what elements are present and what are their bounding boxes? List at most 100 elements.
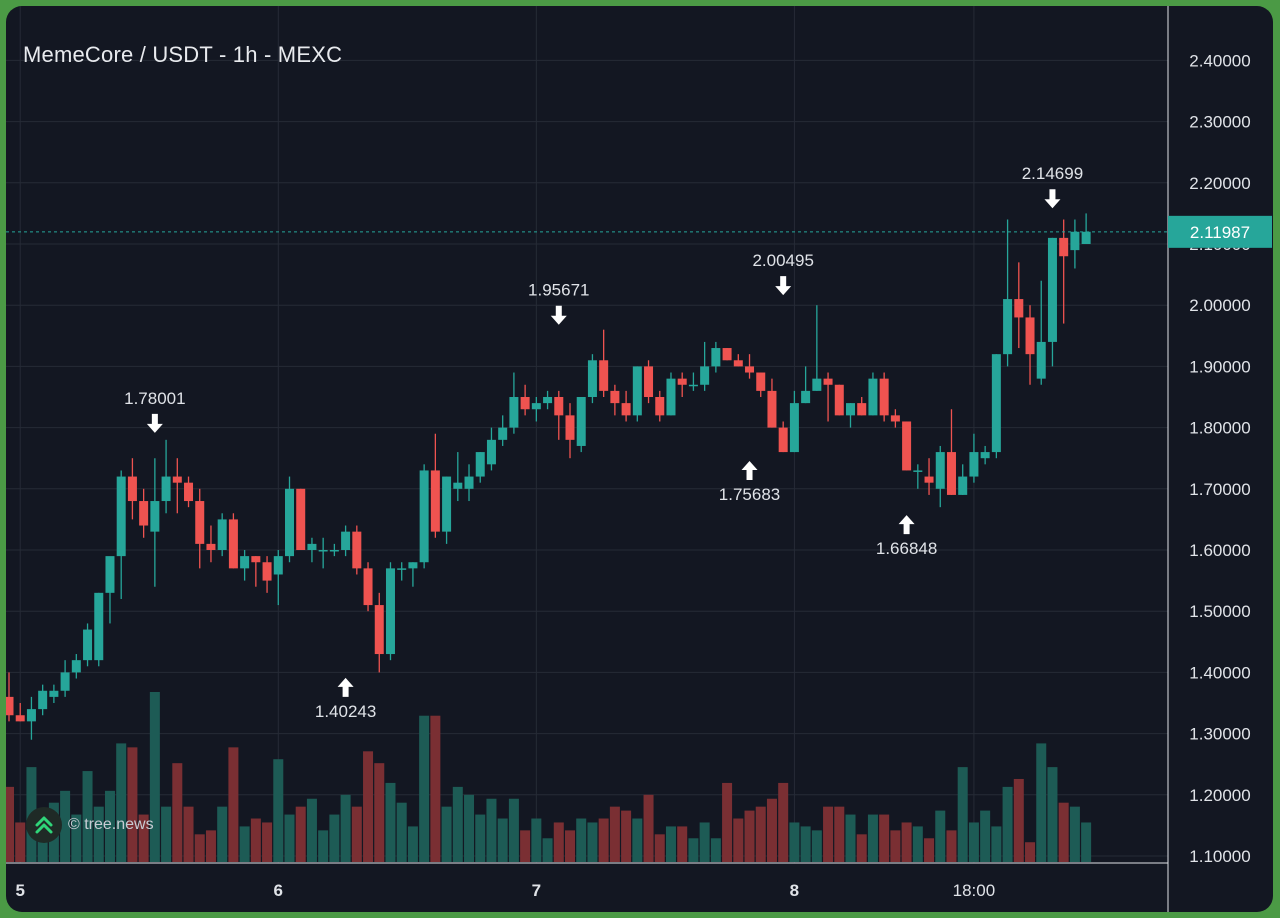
volume-bar bbox=[475, 814, 486, 862]
volume-bar bbox=[957, 767, 968, 862]
candle-body bbox=[150, 501, 160, 532]
volume-bar bbox=[464, 794, 475, 862]
candle-body bbox=[767, 390, 777, 428]
high-label: 1.78001 bbox=[124, 389, 185, 408]
candle-body bbox=[1014, 299, 1024, 318]
candle-body bbox=[1070, 231, 1080, 251]
time-tick-label: 18:00 bbox=[953, 881, 996, 900]
volume-bar bbox=[116, 743, 127, 862]
volume-bar bbox=[598, 818, 609, 862]
volume-bar bbox=[318, 830, 329, 862]
watermark-text: © tree.news bbox=[68, 816, 154, 833]
candle-body bbox=[644, 366, 654, 397]
candle-body bbox=[587, 360, 597, 397]
candle-body bbox=[890, 415, 900, 422]
candle-body bbox=[161, 476, 171, 502]
time-tick-label: 6 bbox=[274, 881, 283, 900]
volume-bar bbox=[699, 822, 710, 862]
volume-bar bbox=[991, 826, 1002, 862]
volume-bar bbox=[374, 763, 385, 862]
candle-body bbox=[240, 556, 250, 569]
volume-bar bbox=[351, 806, 362, 862]
candle-body bbox=[980, 452, 990, 459]
volume-bar bbox=[183, 806, 194, 862]
volume-bar bbox=[149, 692, 160, 862]
volume-bar bbox=[823, 806, 834, 862]
candle-body bbox=[307, 543, 317, 550]
volume-bar bbox=[138, 814, 149, 862]
candle-body bbox=[251, 556, 261, 563]
price-tick-label: 2.30000 bbox=[1189, 113, 1250, 132]
candle-body bbox=[1081, 231, 1091, 244]
candle-body bbox=[285, 488, 294, 557]
volume-bar bbox=[654, 834, 665, 862]
volume-bar bbox=[1013, 778, 1024, 862]
volume-bar bbox=[486, 798, 497, 862]
candle-body bbox=[475, 452, 485, 477]
candle-body bbox=[397, 568, 407, 570]
volume-bar bbox=[239, 826, 250, 862]
candle-body bbox=[217, 519, 227, 550]
price-tick-label: 2.40000 bbox=[1189, 51, 1250, 70]
tree-logo-icon bbox=[26, 807, 62, 843]
volume-bar bbox=[811, 830, 822, 862]
volume-bar bbox=[1047, 767, 1058, 862]
volume-bar bbox=[1069, 806, 1080, 862]
arrow-down-icon bbox=[775, 276, 792, 296]
volume-bar bbox=[688, 838, 699, 862]
volume-bar bbox=[1058, 802, 1069, 862]
volume-bar bbox=[340, 794, 351, 862]
time-tick-label: 8 bbox=[790, 881, 799, 900]
volume-bar bbox=[82, 771, 93, 862]
price-tick-label: 1.30000 bbox=[1189, 725, 1250, 744]
volume-bar bbox=[665, 826, 676, 862]
candle-body bbox=[991, 354, 1001, 453]
volume-bar bbox=[845, 814, 856, 862]
volume-bar bbox=[396, 802, 407, 862]
high-label: 2.14699 bbox=[1022, 164, 1083, 183]
candle-body bbox=[554, 397, 564, 416]
candle-body bbox=[105, 556, 115, 593]
candle-body bbox=[834, 384, 844, 416]
candle-body bbox=[1036, 341, 1046, 379]
volume-bar bbox=[744, 810, 755, 862]
arrow-up-icon bbox=[337, 677, 354, 697]
volume-bar bbox=[452, 786, 463, 862]
price-tick-label: 1.50000 bbox=[1189, 602, 1250, 621]
chart-title: MemeCore / USDT - 1h - MEXC bbox=[23, 42, 343, 67]
candle-body bbox=[1059, 237, 1069, 257]
candle-body bbox=[273, 556, 283, 575]
candle-body bbox=[296, 488, 306, 550]
candle-body bbox=[127, 476, 137, 502]
volume-bar bbox=[677, 826, 688, 862]
candle-body bbox=[958, 476, 968, 495]
candle-body bbox=[341, 531, 351, 550]
volume-bar bbox=[856, 834, 867, 862]
volume-bar bbox=[228, 747, 239, 862]
volume-bar bbox=[127, 747, 138, 862]
candle-body bbox=[576, 397, 586, 446]
candle-body bbox=[172, 476, 182, 483]
volume-bar bbox=[407, 826, 418, 862]
volume-bar bbox=[890, 830, 901, 862]
volume-bar bbox=[834, 806, 845, 862]
volume-bar bbox=[497, 818, 508, 862]
candle-body bbox=[621, 403, 631, 416]
candle-body bbox=[26, 709, 36, 722]
volume-bar bbox=[93, 806, 104, 862]
candle-body bbox=[655, 397, 665, 416]
chart-frame: 1.78001 1.40243 1.95671 1.75683 2.00495 1.668… bbox=[6, 6, 1273, 912]
volume-bar bbox=[71, 814, 82, 862]
candle-body bbox=[352, 531, 362, 569]
price-tick-label: 1.80000 bbox=[1189, 419, 1250, 438]
volume-bar bbox=[643, 794, 654, 862]
candle-body bbox=[868, 378, 878, 416]
volume-bar bbox=[733, 818, 744, 862]
candle-body bbox=[913, 470, 923, 472]
candle-body bbox=[801, 390, 811, 404]
volume-bar bbox=[1002, 786, 1013, 862]
volume-bar bbox=[531, 818, 542, 862]
low-label: 1.75683 bbox=[719, 485, 780, 504]
volume-bar bbox=[946, 830, 957, 862]
volume-bar bbox=[284, 814, 295, 862]
